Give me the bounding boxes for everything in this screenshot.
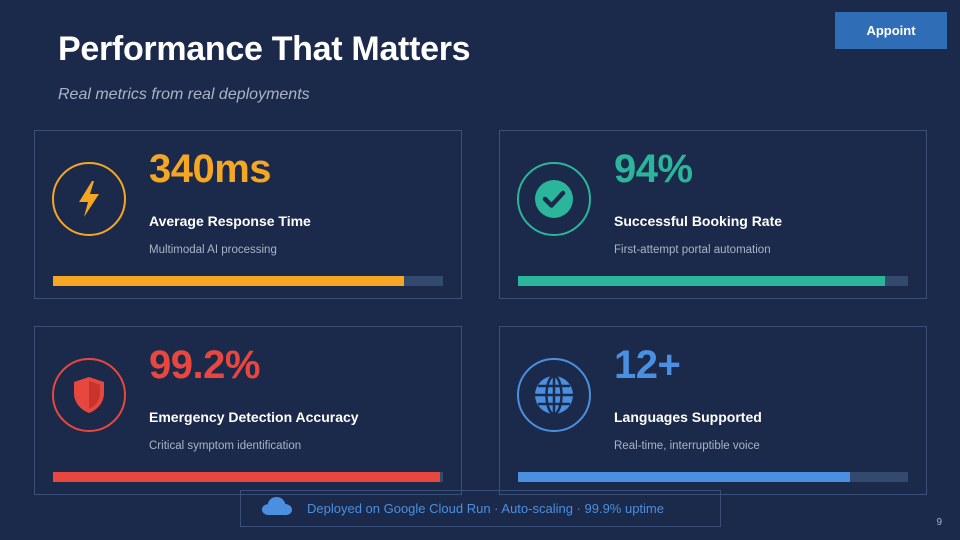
page-number: 9	[936, 517, 942, 528]
metric-value: 340ms	[149, 147, 272, 191]
deployment-footer: Deployed on Google Cloud Run · Auto-scal…	[240, 490, 721, 527]
metric-label: Languages Supported	[614, 409, 762, 425]
metric-card-booking-rate: 94% Successful Booking Rate First-attemp…	[499, 130, 927, 299]
progress-fill	[518, 472, 850, 482]
progress-fill	[518, 276, 885, 286]
slide-subtitle: Real metrics from real deployments	[58, 86, 310, 103]
progress-fill	[53, 276, 404, 286]
footer-text: Deployed on Google Cloud Run · Auto-scal…	[307, 501, 664, 516]
cloud-icon	[261, 496, 293, 521]
metric-value: 12+	[614, 343, 681, 387]
metric-label: Emergency Detection Accuracy	[149, 409, 359, 425]
shield-icon	[52, 358, 126, 432]
metric-description: First-attempt portal automation	[614, 244, 771, 256]
check-circle-icon	[517, 162, 591, 236]
metric-card-emergency-detection: 99.2% Emergency Detection Accuracy Criti…	[34, 326, 462, 495]
metric-value: 99.2%	[149, 343, 260, 387]
metric-description: Critical symptom identification	[149, 440, 302, 452]
metric-value: 94%	[614, 147, 693, 191]
lightning-icon	[52, 162, 126, 236]
progress-bar	[53, 276, 443, 286]
metric-label: Average Response Time	[149, 213, 311, 229]
progress-bar	[518, 472, 908, 482]
metric-card-response-time: 340ms Average Response Time Multimodal A…	[34, 130, 462, 299]
progress-fill	[53, 472, 440, 482]
globe-icon	[517, 358, 591, 432]
progress-bar	[53, 472, 443, 482]
progress-bar	[518, 276, 908, 286]
metric-card-languages: 12+ Languages Supported Real-time, inter…	[499, 326, 927, 495]
slide-title: Performance That Matters	[58, 30, 471, 68]
metric-description: Real-time, interruptible voice	[614, 440, 760, 452]
metric-description: Multimodal AI processing	[149, 244, 277, 256]
appoint-button[interactable]: Appoint	[835, 12, 947, 49]
metric-label: Successful Booking Rate	[614, 213, 783, 229]
